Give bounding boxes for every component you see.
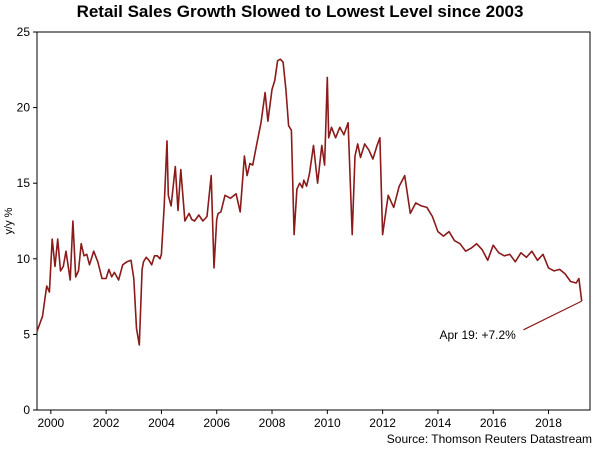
- annotation-group: Apr 19: +7.2%: [439, 300, 582, 342]
- x-tick-label: 2018: [535, 416, 562, 430]
- y-axis-label: y/y %: [3, 207, 15, 234]
- axes: y/y %: [3, 31, 591, 411]
- plot-frame: [36, 31, 591, 411]
- x-tick-label: 2002: [93, 416, 120, 430]
- annotation-label: Apr 19: +7.2%: [439, 328, 516, 342]
- series-group: [36, 58, 583, 346]
- y-tick-label: 15: [17, 176, 31, 190]
- axis-ticks: 0 5 10 15 20 25 2000 2002 2004 2006 2008 2010 2012 20…: [17, 25, 563, 430]
- y-tick-label: 10: [17, 252, 31, 266]
- x-tick-label: 2008: [259, 416, 286, 430]
- chart-title: Retail Sales Growth Slowed to Lowest Lev…: [76, 2, 524, 21]
- x-tick-label: 2006: [203, 416, 230, 430]
- source-note: Source: Thomson Reuters Datastream: [386, 432, 592, 446]
- x-tick-label: 2004: [148, 416, 175, 430]
- y-tick-label: 25: [17, 25, 31, 39]
- x-tick-label: 2014: [425, 416, 452, 430]
- y-tick-label: 0: [23, 403, 30, 417]
- x-tick-label: 2016: [480, 416, 507, 430]
- y-tick-label: 20: [17, 101, 31, 115]
- x-tick-label: 2000: [37, 416, 64, 430]
- x-tick-label: 2010: [314, 416, 341, 430]
- y-tick-label: 5: [23, 327, 30, 341]
- x-tick-label: 2012: [369, 416, 396, 430]
- series-line: [36, 58, 583, 346]
- annotation-leader: [523, 300, 582, 331]
